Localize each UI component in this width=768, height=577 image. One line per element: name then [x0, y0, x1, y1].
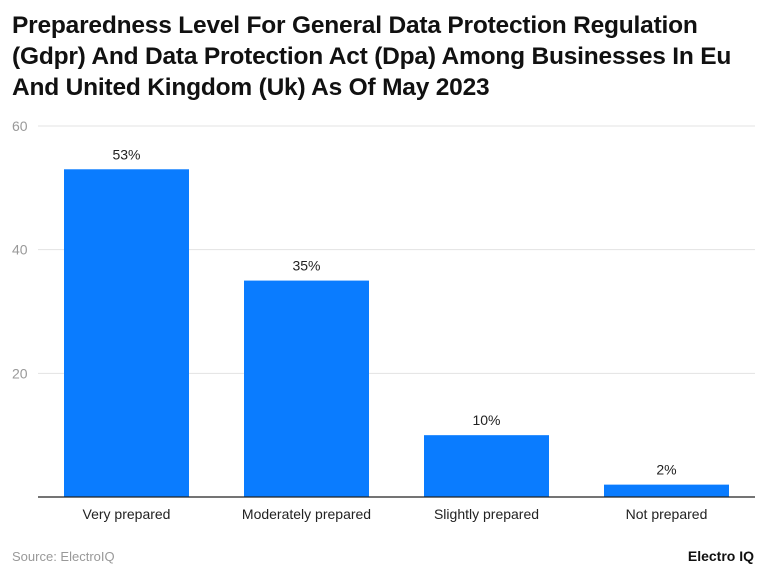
chart-title: Preparedness Level For General Data Prot… — [12, 12, 732, 101]
data-label: 35% — [292, 258, 320, 274]
y-tick-label: 60 — [12, 118, 28, 134]
x-tick-label: Very prepared — [83, 506, 171, 522]
data-label: 53% — [112, 146, 140, 162]
x-tick-label: Not prepared — [626, 506, 708, 522]
x-tick-label: Moderately prepared — [242, 506, 371, 522]
data-label: 10% — [472, 412, 500, 428]
bar — [604, 484, 729, 497]
x-tick-label: Slightly prepared — [434, 506, 539, 522]
electroiq-logo: Electro IQ — [687, 548, 754, 564]
data-label: 2% — [656, 462, 676, 478]
y-tick-label: 20 — [12, 365, 28, 381]
source-label: Source: ElectroIQ — [12, 549, 115, 564]
y-tick-label: 40 — [12, 242, 28, 258]
bar — [64, 169, 189, 498]
bar — [244, 280, 369, 497]
bar — [424, 435, 549, 497]
